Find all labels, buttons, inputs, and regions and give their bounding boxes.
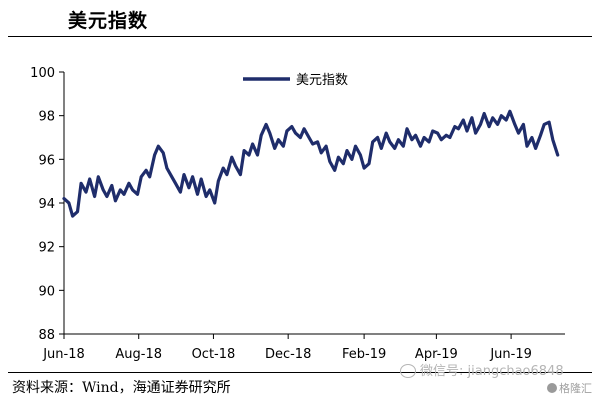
y-tick-label: 98 bbox=[38, 110, 55, 125]
series-line-usd-index bbox=[62, 109, 560, 218]
legend: 美元指数 bbox=[243, 73, 348, 88]
y-tick-label: 90 bbox=[38, 284, 55, 299]
x-tick-label: Dec-18 bbox=[265, 347, 311, 362]
x-tick-label: Jun-19 bbox=[489, 347, 532, 362]
y-axis-ticks: 88 90 92 94 96 98 100 bbox=[30, 66, 64, 343]
x-tick-label: Aug-18 bbox=[115, 347, 162, 362]
source-note: 资料来源：Wind，海通证券研究所 bbox=[12, 380, 231, 396]
x-tick-label: Oct-18 bbox=[192, 347, 236, 362]
y-tick-label: 92 bbox=[38, 241, 55, 256]
wechat-icon bbox=[400, 364, 416, 378]
y-tick-label: 88 bbox=[38, 328, 55, 343]
y-tick-label: 100 bbox=[30, 66, 55, 81]
x-axis-ticks: Jun-18 Aug-18 Oct-18 Dec-18 Feb-19 Apr-19 Jun-… bbox=[42, 334, 532, 362]
legend-label: 美元指数 bbox=[296, 73, 348, 88]
brand-logo-icon bbox=[547, 383, 557, 393]
y-tick-label: 94 bbox=[38, 197, 55, 212]
y-tick-label: 96 bbox=[38, 153, 55, 168]
watermark-text: 微信号: jiangchao6848 bbox=[420, 364, 564, 379]
x-tick-label: Jun-18 bbox=[42, 347, 85, 362]
source-divider bbox=[8, 372, 592, 373]
x-tick-label: Feb-19 bbox=[342, 347, 386, 362]
brand-watermark: 格隆汇 bbox=[547, 380, 592, 396]
x-tick-label: Apr-19 bbox=[415, 347, 458, 362]
page-title: 美元指数 bbox=[68, 10, 149, 32]
title-divider bbox=[8, 36, 592, 37]
